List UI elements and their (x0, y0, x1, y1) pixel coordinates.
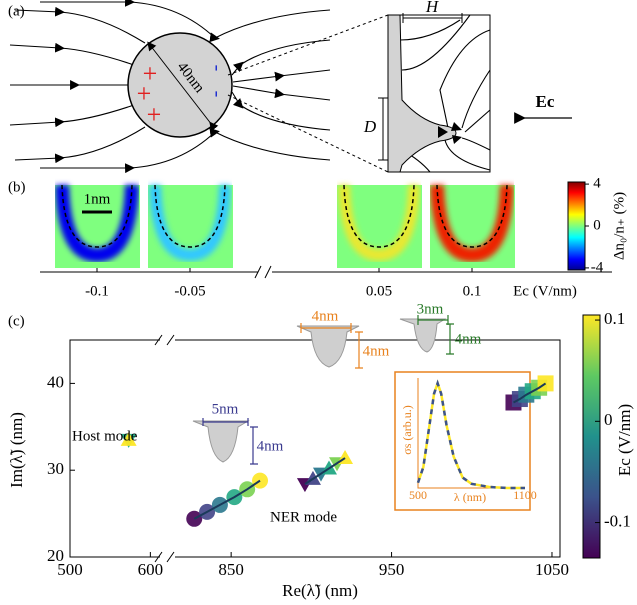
size-label: 3nm (417, 301, 444, 317)
charge-plus: + (137, 79, 152, 108)
size-label: 4nm (455, 331, 482, 347)
charge-minus: - (206, 91, 228, 98)
colorbar-tick-label: -4 (591, 259, 604, 275)
x-tick-label: 600 (138, 560, 164, 579)
depth-label: D (363, 117, 377, 136)
axis-label: Ec (V/nm) (513, 283, 577, 299)
inset-tick-label: 1100 (513, 488, 537, 502)
x-tick-label: -0.1 (85, 283, 109, 299)
x-tick-label: 1050 (535, 560, 569, 579)
inset-y-label: σs (arb.u.) (400, 405, 414, 454)
charge-plus: + (147, 100, 162, 129)
size-label: 4nm (363, 343, 390, 359)
x-tick-label: 0.05 (366, 283, 392, 299)
series-label: Host mode (72, 428, 138, 444)
x-tick-label: 850 (218, 560, 244, 579)
inset-x-label: λ (nm) (454, 490, 486, 504)
panel-label: (a) (8, 3, 25, 19)
x-tick-label: 950 (379, 560, 405, 579)
x-axis-label: Re(λ̃) (nm) (282, 581, 358, 600)
panel-a-drawing (9, 0, 572, 174)
colorbar-tick-label: 4 (593, 176, 601, 192)
x-tick-label: 500 (57, 560, 83, 579)
y-tick-label: 40 (47, 372, 64, 391)
inset-tick-label: 500 (409, 488, 427, 502)
colorbar-tick-label: 0 (593, 217, 601, 233)
spectrum (416, 379, 525, 490)
charge-minus: - (206, 65, 228, 72)
point (120, 431, 137, 446)
trend-line (513, 382, 547, 404)
y-axis-label: Im(λ̃) (nm) (7, 412, 26, 488)
panel-b-maps (40, 181, 612, 279)
x-tick-label: 0.1 (463, 283, 482, 299)
y-tick-label: 30 (47, 459, 64, 478)
series-label: NER mode (270, 509, 337, 525)
trend-line (304, 457, 346, 485)
size-label: 4nm (257, 438, 284, 454)
size-label: 5nm (212, 401, 239, 417)
colorbar-tick-label: -0.1 (604, 511, 631, 530)
colorbar-label: Δn₀/n₊ (%) (611, 192, 627, 260)
size-label: 4nm (312, 308, 339, 324)
panel-label: (c) (8, 313, 25, 329)
height-label: H (425, 0, 440, 16)
colorbar-tick-label: 0.1 (604, 309, 625, 328)
scale-bar-label: 1nm (84, 191, 111, 207)
trend-line (193, 479, 261, 520)
x-tick-label: -0.05 (174, 283, 205, 299)
charge-plus: + (143, 59, 158, 88)
colorbar-label: Ec (V/nm) (615, 404, 634, 476)
field-label: Ec (536, 92, 555, 111)
colorbar-tick-label: 0 (604, 410, 613, 429)
panel-label: (b) (8, 179, 26, 195)
y-tick-label: 20 (47, 546, 64, 565)
